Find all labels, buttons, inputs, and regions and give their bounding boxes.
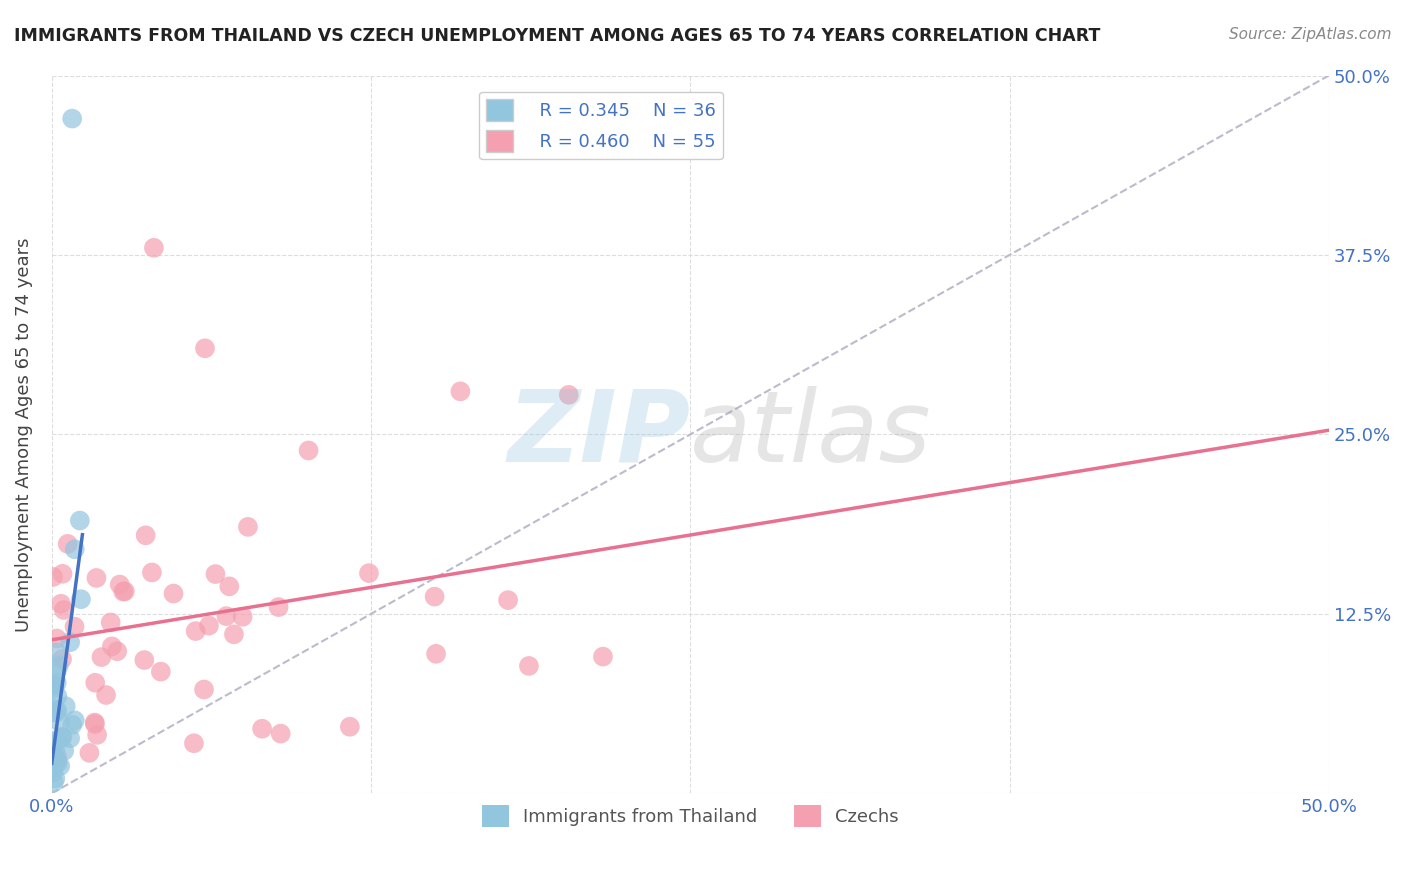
Point	[63, 714, 86, 728]
Point	[41, 741, 63, 756]
Point	[42, 761, 65, 775]
Point	[86, 571, 108, 585]
Point	[517, 659, 540, 673]
Y-axis label: Unemployment Among Ages 65 to 74 years: Unemployment Among Ages 65 to 74 years	[15, 237, 32, 632]
Point	[86, 728, 108, 742]
Point	[46, 690, 69, 704]
Point	[222, 627, 245, 641]
Point	[49, 597, 72, 611]
Point	[215, 609, 238, 624]
Point	[425, 647, 447, 661]
Point	[42, 759, 65, 773]
Point	[194, 341, 217, 355]
Point	[105, 644, 128, 658]
Point	[142, 241, 165, 255]
Point	[357, 566, 380, 580]
Point	[79, 746, 101, 760]
Point	[134, 653, 156, 667]
Text: atlas: atlas	[690, 386, 932, 483]
Point	[218, 579, 240, 593]
Point	[45, 664, 67, 678]
Point	[42, 570, 65, 584]
Point	[41, 701, 63, 715]
Point	[198, 618, 221, 632]
Point	[53, 744, 76, 758]
Point	[558, 388, 581, 402]
Point	[42, 775, 65, 789]
Point	[44, 772, 66, 786]
Point	[44, 681, 66, 696]
Point	[592, 649, 614, 664]
Point	[141, 566, 163, 580]
Point	[51, 730, 73, 744]
Point	[60, 718, 83, 732]
Point	[267, 600, 290, 615]
Point	[46, 754, 69, 768]
Point	[51, 730, 73, 744]
Point	[44, 756, 66, 770]
Point	[84, 675, 107, 690]
Point	[44, 679, 66, 693]
Text: ZIP: ZIP	[508, 386, 690, 483]
Point	[51, 652, 73, 666]
Point	[56, 537, 79, 551]
Point	[339, 720, 361, 734]
Point	[55, 699, 77, 714]
Point	[449, 384, 471, 399]
Point	[69, 514, 91, 528]
Point	[193, 682, 215, 697]
Point	[100, 615, 122, 630]
Point	[423, 590, 446, 604]
Point	[149, 665, 172, 679]
Point	[135, 528, 157, 542]
Point	[45, 632, 67, 646]
Point	[94, 688, 117, 702]
Point	[63, 542, 86, 557]
Legend: Immigrants from Thailand, Czechs: Immigrants from Thailand, Czechs	[474, 798, 905, 835]
Point	[59, 731, 82, 746]
Point	[101, 640, 124, 654]
Point	[236, 520, 259, 534]
Point	[232, 609, 254, 624]
Point	[45, 676, 67, 690]
Point	[42, 705, 65, 719]
Point	[41, 677, 63, 691]
Point	[162, 586, 184, 600]
Point	[83, 715, 105, 730]
Point	[204, 567, 226, 582]
Text: Source: ZipAtlas.com: Source: ZipAtlas.com	[1229, 27, 1392, 42]
Point	[51, 566, 73, 581]
Point	[49, 715, 72, 730]
Point	[41, 756, 63, 770]
Point	[270, 726, 292, 740]
Point	[108, 577, 131, 591]
Point	[496, 593, 519, 607]
Point	[114, 584, 136, 599]
Point	[63, 619, 86, 633]
Point	[45, 645, 67, 659]
Point	[46, 750, 69, 764]
Point	[42, 765, 65, 780]
Point	[183, 736, 205, 750]
Point	[90, 650, 112, 665]
Point	[59, 635, 82, 649]
Text: IMMIGRANTS FROM THAILAND VS CZECH UNEMPLOYMENT AMONG AGES 65 TO 74 YEARS CORRELA: IMMIGRANTS FROM THAILAND VS CZECH UNEMPL…	[14, 27, 1101, 45]
Point	[52, 603, 75, 617]
Point	[49, 759, 72, 773]
Point	[46, 733, 69, 747]
Point	[48, 658, 70, 673]
Point	[184, 624, 207, 638]
Point	[297, 443, 319, 458]
Point	[250, 722, 273, 736]
Point	[60, 112, 83, 126]
Point	[84, 717, 107, 731]
Point	[44, 744, 66, 758]
Point	[45, 706, 67, 720]
Point	[46, 756, 69, 770]
Point	[70, 592, 93, 607]
Point	[46, 703, 69, 717]
Point	[112, 584, 135, 599]
